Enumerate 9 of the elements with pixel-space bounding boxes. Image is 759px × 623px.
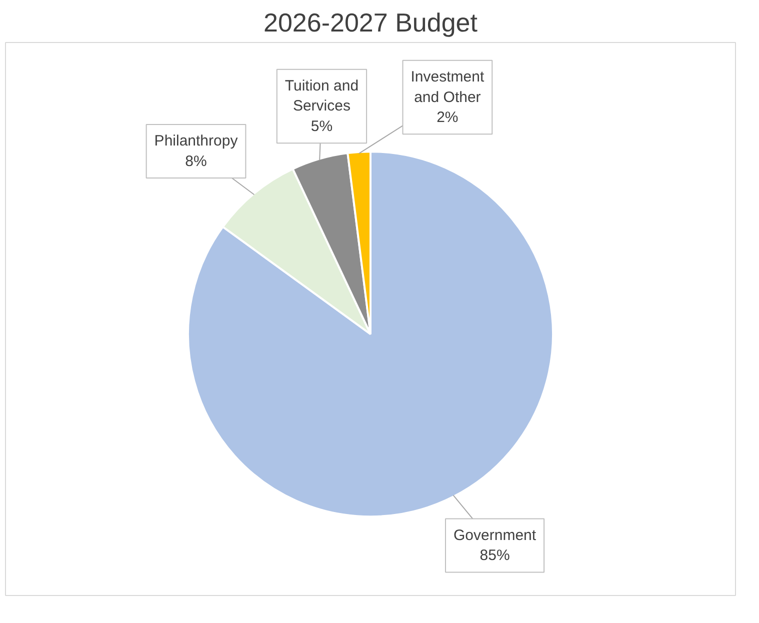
slice-label: Investment and Other [410,68,485,106]
slice-label: Philanthropy [154,132,238,150]
slice-label: Tuition and Services [284,77,359,115]
data-label: 85% [480,547,510,564]
chart-title: 2026-2027 Budget [264,8,478,38]
data-label: 5% [310,118,333,136]
slice-label: Government [454,526,537,544]
data-label: 2% [436,109,458,126]
data-label: 8% [185,152,207,170]
